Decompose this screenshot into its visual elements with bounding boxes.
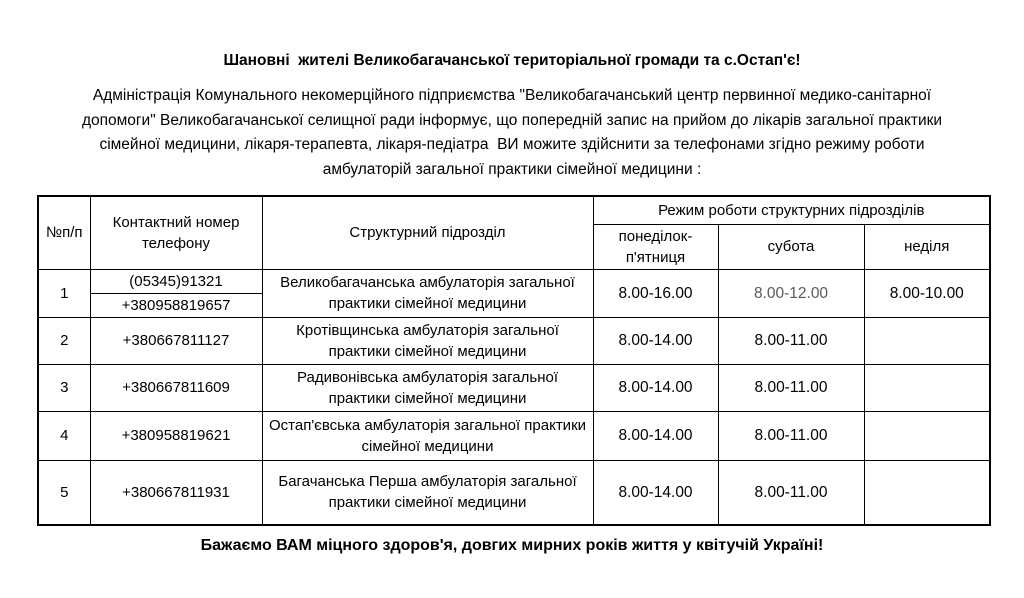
- header-num: №п/п: [37, 195, 91, 270]
- closing-message: Бажаємо ВАМ міцного здоров'я, довгих мир…: [200, 537, 824, 554]
- page-title: Шановні жителі Великобагачанської терито…: [223, 52, 801, 69]
- document-page: Шановні жителі Великобагачанської терито…: [0, 52, 1024, 598]
- row-sunday: [863, 316, 991, 365]
- row-saturday: 8.00-11.00: [717, 363, 865, 412]
- table-row-5: 5 +380667811931 Багачанська Перша амбула…: [37, 459, 991, 526]
- row-mon-fri: 8.00-14.00: [592, 363, 719, 412]
- row-sunday: [863, 459, 991, 526]
- intro-line-3: сімейної медицини, лікаря-терапевта, лік…: [99, 136, 925, 153]
- header-saturday: субота: [717, 223, 865, 270]
- row-mon-fri: 8.00-16.00: [592, 268, 719, 318]
- row-saturday: 8.00-11.00: [717, 316, 865, 365]
- row-unit: Радивонівська амбулаторія загальної прак…: [261, 363, 594, 412]
- row-unit: Великобагачанська амбулаторія загальної …: [261, 268, 594, 318]
- row-num: 3: [37, 363, 91, 412]
- row-saturday: 8.00-11.00: [717, 459, 865, 526]
- row-unit: Кротівщинська амбулаторія загальної прак…: [261, 316, 594, 365]
- header-sunday: неділя: [863, 223, 991, 270]
- row-unit: Остап'євська амбулаторія загальної практ…: [261, 410, 594, 461]
- row-phone: +380667811127: [89, 316, 263, 365]
- intro-line-4: амбулаторій загальної практики сімейної …: [322, 160, 702, 178]
- table-header-row-2: понеділок-п'ятниця субота неділя: [38, 223, 991, 270]
- table-row-4: 4 +380958819621 Остап'євська амбулаторія…: [37, 410, 991, 461]
- table-row-2: 2 +380667811127 Кротівщинська амбулаторі…: [37, 316, 991, 365]
- table-row-1: 1 (05345)91321 Великобагачанська амбулат…: [37, 268, 991, 318]
- row-sunday: 8.00-10.00: [863, 268, 991, 318]
- row-phone-2: +380958819657: [89, 292, 263, 318]
- intro-paragraph: Адміністрація Комунального некомерційног…: [0, 84, 1024, 182]
- row-phone: +380667811609: [89, 363, 263, 412]
- row-phone-1: (05345)91321: [89, 268, 263, 294]
- row-saturday: 8.00-11.00: [717, 410, 865, 461]
- row-mon-fri: 8.00-14.00: [592, 410, 719, 461]
- row-mon-fri: 8.00-14.00: [592, 316, 719, 365]
- header-unit: Структурний підрозділ: [261, 195, 594, 270]
- table-header-row-1: №п/п Контактний номер телефону Структурн…: [37, 195, 991, 270]
- header-phone: Контактний номер телефону: [89, 195, 263, 270]
- header-schedule-group: Режим роботи структурних підрозділів: [592, 195, 991, 225]
- row-saturday: 8.00-12.00: [717, 268, 865, 318]
- row-mon-fri: 8.00-14.00: [592, 459, 719, 526]
- row-phone: +380958819621: [89, 410, 263, 461]
- row-num: 2: [37, 316, 91, 365]
- row-num: 5: [37, 459, 91, 526]
- header-mon-fri: понеділок-п'ятниця: [592, 223, 719, 270]
- table-row-1-phone2: +380958819657: [38, 292, 990, 318]
- row-phone: +380667811931: [89, 459, 263, 526]
- row-unit: Багачанська Перша амбулаторія загальної …: [261, 459, 594, 526]
- row-num: 4: [37, 410, 91, 461]
- row-sunday: [863, 363, 991, 412]
- table-row-3: 3 +380667811609 Радивонівська амбулаторі…: [37, 363, 991, 412]
- schedule-table: №п/п Контактний номер телефону Структурн…: [37, 195, 991, 526]
- row-num: 1: [37, 268, 91, 318]
- intro-line-2: допомоги" Великобагачанської селищної ра…: [81, 111, 943, 129]
- row-sunday: [863, 410, 991, 461]
- intro-line-1: Адміністрація Комунального некомерційног…: [92, 87, 932, 104]
